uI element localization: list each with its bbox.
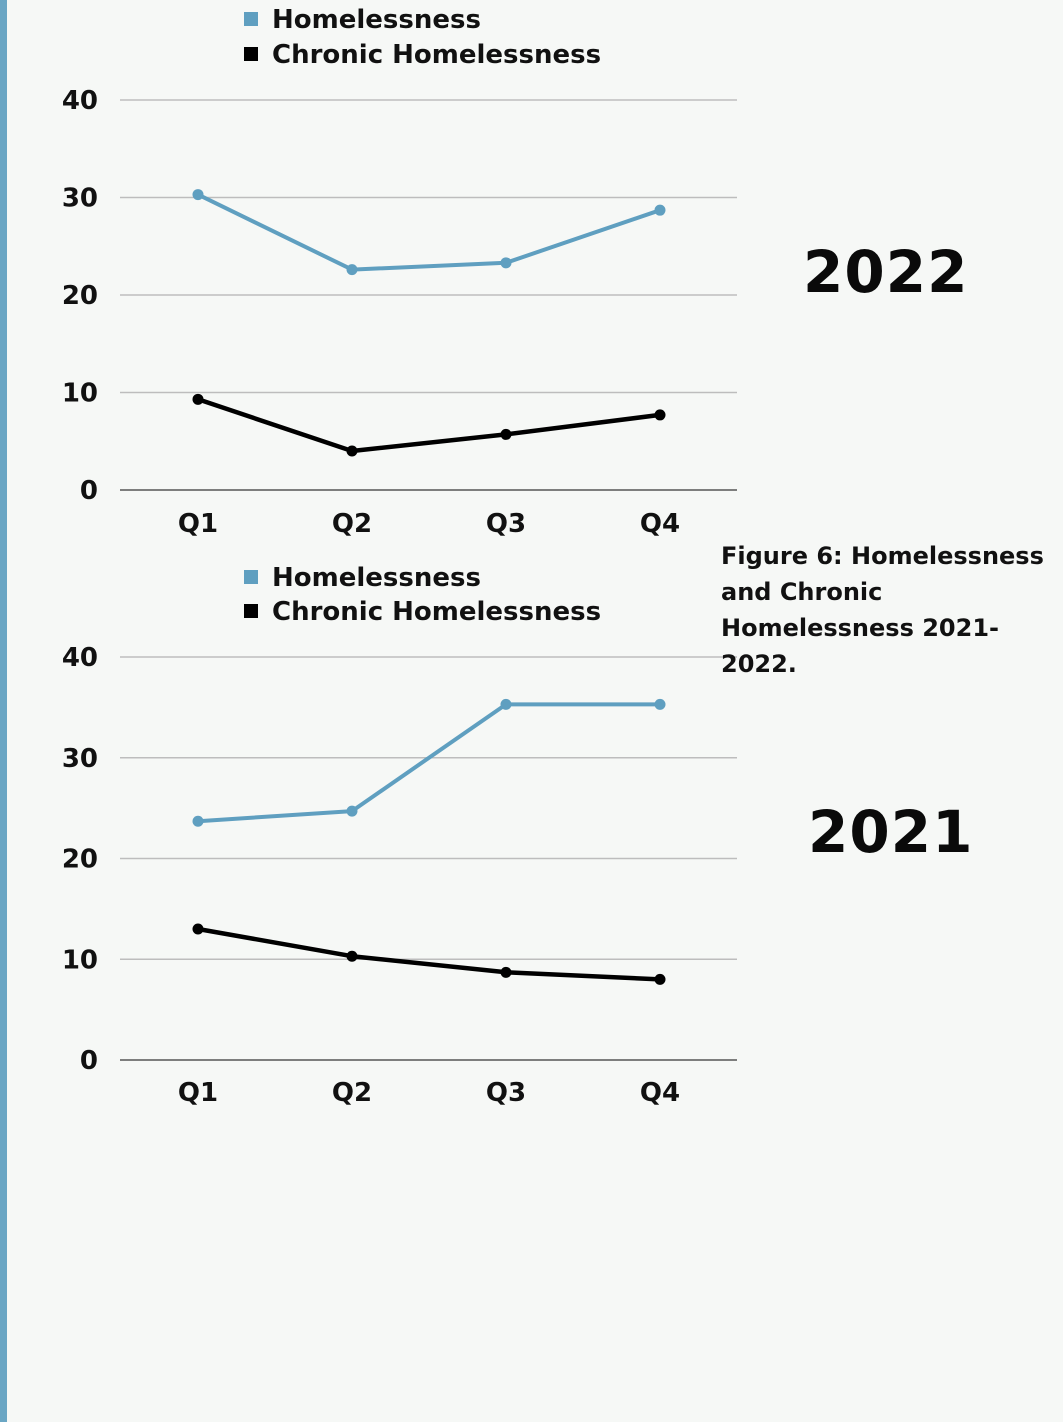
y-tick-label: 10 xyxy=(62,945,98,975)
x-tick-label: Q1 xyxy=(178,1078,218,1108)
data-point xyxy=(500,257,512,269)
chart-2021: Homelessness Chronic Homelessness 0 10 20 30 4… xyxy=(62,563,737,1108)
x-tick-label: Q4 xyxy=(640,1078,680,1108)
data-point xyxy=(346,805,358,817)
data-point xyxy=(192,815,204,827)
series-line-0 xyxy=(196,192,662,272)
series-line-0 xyxy=(196,702,662,824)
x-tick-label: Q2 xyxy=(332,1078,372,1108)
figure-caption: Figure 6: Homelessness and Chronic Homel… xyxy=(721,542,1044,678)
legend-label-0: Homelessness xyxy=(272,563,481,593)
y-tick-label: 40 xyxy=(62,643,98,673)
data-point xyxy=(192,923,204,935)
legend-swatch-1 xyxy=(244,47,258,61)
y-tick-label: 20 xyxy=(62,281,98,311)
y-tick-label: 20 xyxy=(62,845,98,875)
data-point xyxy=(192,393,204,405)
data-point xyxy=(654,698,666,710)
legend-label-1: Chronic Homelessness xyxy=(272,597,601,627)
data-point xyxy=(346,445,358,457)
data-point xyxy=(500,428,512,440)
legend-swatch-0 xyxy=(244,570,258,584)
data-point xyxy=(192,189,204,201)
chart-2022: Homelessness Chronic Homelessness 0 10 20 30 4… xyxy=(62,5,737,539)
y-tick-label: 0 xyxy=(80,476,98,506)
legend-swatch-1 xyxy=(244,604,258,618)
accent-bar xyxy=(0,0,7,1422)
legend-label-0: Homelessness xyxy=(272,5,481,35)
data-point xyxy=(654,409,666,421)
data-point xyxy=(500,966,512,978)
data-point xyxy=(346,950,358,962)
x-tick-label: Q4 xyxy=(640,509,680,539)
series-line-1 xyxy=(195,926,663,982)
y-tick-label: 30 xyxy=(62,184,98,214)
data-point xyxy=(654,973,666,985)
x-tick-label: Q2 xyxy=(332,509,372,539)
data-point xyxy=(654,204,666,216)
legend-swatch-0 xyxy=(244,12,258,26)
data-point xyxy=(500,698,512,710)
x-tick-label: Q1 xyxy=(178,509,218,539)
x-tick-label: Q3 xyxy=(486,509,526,539)
y-tick-label: 30 xyxy=(62,744,98,774)
y-tick-label: 0 xyxy=(80,1046,98,1076)
x-tick-label: Q3 xyxy=(486,1078,526,1108)
series-line-1 xyxy=(195,397,663,454)
legend-label-1: Chronic Homelessness xyxy=(272,40,601,70)
year-label-2022: 2022 xyxy=(803,238,969,306)
year-label-2021: 2021 xyxy=(808,798,974,866)
data-point xyxy=(346,264,358,276)
y-tick-label: 10 xyxy=(62,379,98,409)
y-tick-label: 40 xyxy=(62,86,98,116)
